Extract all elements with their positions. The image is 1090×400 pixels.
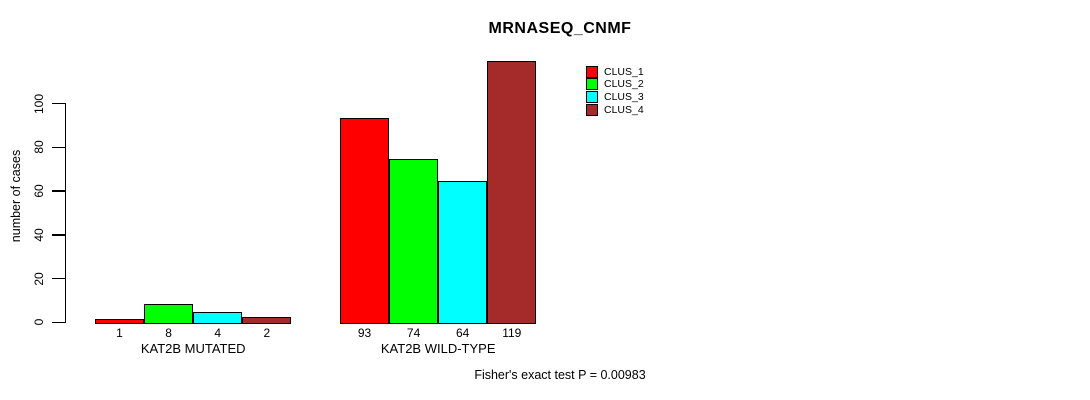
bar-count-label: 64 [456, 326, 470, 340]
y-tick-mark [52, 277, 65, 280]
y-axis-line [64, 103, 66, 323]
y-tick-label: 0 [32, 318, 46, 326]
bar [340, 117, 389, 324]
bar [95, 318, 144, 324]
y-tick-label: 80 [32, 140, 46, 154]
y-tick-label: 40 [32, 228, 46, 242]
annotation-text: Fisher's exact test P = 0.00983 [474, 368, 646, 382]
y-tick-mark [52, 321, 65, 324]
bar-count-label: 93 [357, 326, 372, 340]
legend-swatch [586, 78, 598, 91]
bar [242, 316, 292, 324]
bar [389, 159, 439, 324]
legend-label: CLUS_1 [604, 65, 644, 78]
legend-label: CLUS_2 [604, 78, 644, 91]
bar-count-label: 2 [263, 326, 271, 340]
bar [487, 60, 537, 324]
y-tick-mark [52, 102, 65, 105]
y-tick-mark [52, 190, 65, 192]
legend-label: CLUS_3 [604, 91, 644, 104]
y-axis-label: number of cases [9, 149, 23, 243]
y-tick-label: 100 [32, 93, 46, 114]
bar [438, 181, 488, 324]
y-tick-mark [52, 146, 65, 149]
bar-count-label: 8 [165, 326, 172, 340]
bar-count-label: 74 [406, 326, 421, 340]
legend-label: CLUS_4 [604, 103, 644, 116]
legend-swatch [586, 65, 598, 78]
group-label: KAT2B WILD-TYPE [380, 341, 496, 356]
legend-swatch [586, 91, 598, 104]
bar-count-label: 4 [214, 326, 222, 340]
chart-title: MRNASEQ_CNMF [488, 20, 632, 37]
bar-count-label: 119 [502, 326, 522, 340]
group-label: KAT2B MUTATED [140, 341, 246, 356]
y-tick-mark [52, 234, 65, 236]
bar [193, 312, 243, 324]
bar-count-label: 1 [116, 326, 123, 340]
legend-swatch [586, 103, 598, 116]
bar [144, 303, 194, 324]
y-tick-label: 60 [32, 184, 46, 198]
y-tick-label: 20 [32, 271, 46, 286]
